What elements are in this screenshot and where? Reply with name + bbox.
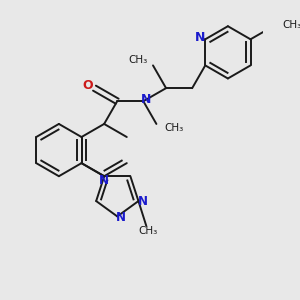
Text: O: O (82, 79, 93, 92)
Text: CH₃: CH₃ (128, 55, 148, 65)
Text: CH₃: CH₃ (282, 20, 300, 30)
Text: CH₃: CH₃ (138, 226, 157, 236)
Text: N: N (195, 32, 205, 44)
Text: N: N (141, 93, 152, 106)
Text: N: N (116, 211, 126, 224)
Text: N: N (99, 174, 109, 187)
Text: CH₃: CH₃ (164, 123, 184, 133)
Text: N: N (138, 195, 148, 208)
